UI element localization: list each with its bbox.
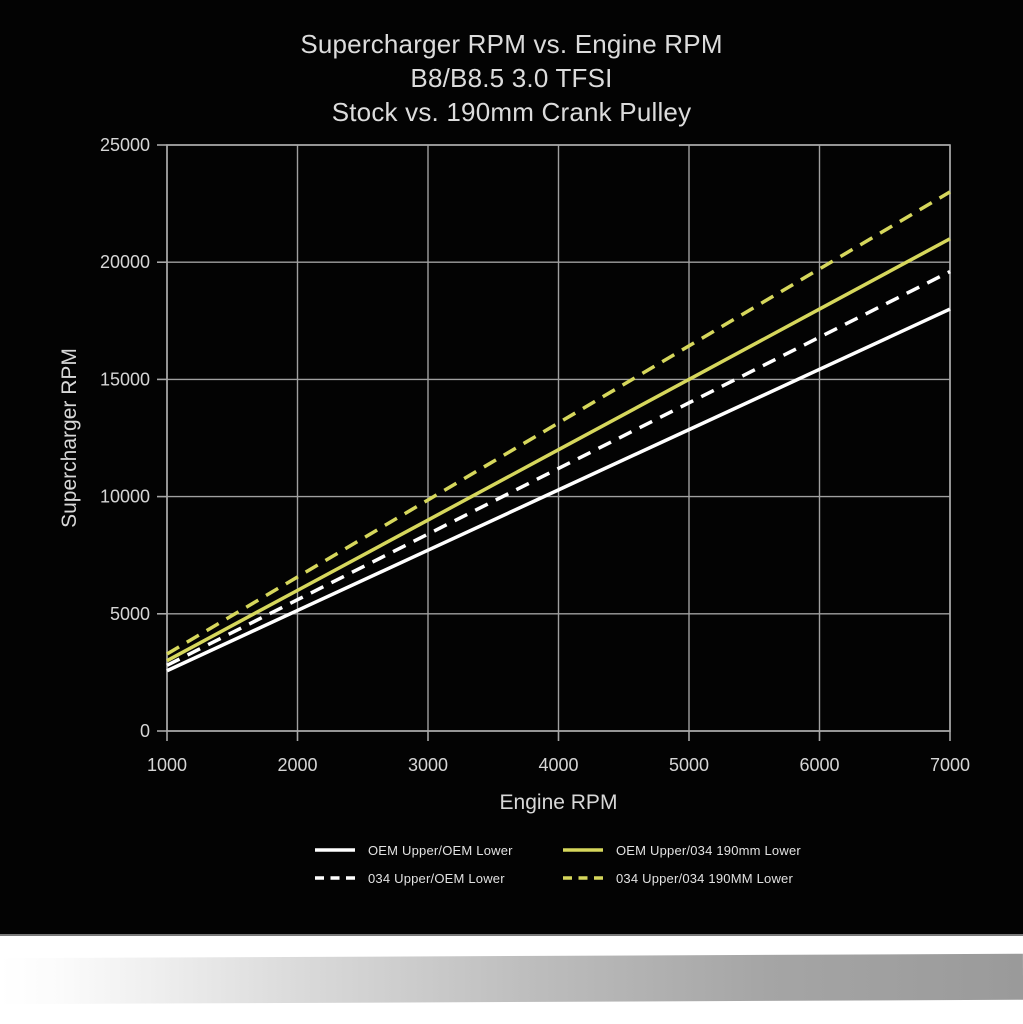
- x-tick-label: 1000: [147, 755, 187, 775]
- y-tick-label: 5000: [110, 604, 150, 624]
- plot-frame: [166, 144, 951, 732]
- y-tick-label: 25000: [100, 135, 150, 155]
- chart-title: Supercharger RPM vs. Engine RPM B8/B8.5 …: [0, 27, 1023, 129]
- series-line-2: [166, 237, 951, 663]
- x-tick-label: 3000: [408, 755, 448, 775]
- x-tick-label: 7000: [930, 755, 970, 775]
- bottom-strip: [0, 938, 1023, 1024]
- chart-panel: Supercharger RPM vs. Engine RPM B8/B8.5 …: [0, 0, 1023, 936]
- series-line-3: [166, 190, 951, 656]
- gradient-divider-bar: [0, 953, 1023, 1005]
- legend-label: OEM Upper/034 190mm Lower: [616, 842, 801, 858]
- legend-item-oem-upper-oem-lower: OEM Upper/OEM Lower: [315, 842, 513, 858]
- series-line-1: [166, 270, 951, 667]
- y-tick-label: 15000: [100, 369, 150, 389]
- legend-swatch-white-solid-line: [315, 848, 355, 852]
- x-axis-label: Engine RPM: [499, 791, 618, 814]
- legend-swatch-yellow-dashed-line: [563, 876, 603, 880]
- x-tick-label: 2000: [277, 755, 317, 775]
- legend-label: OEM Upper/OEM Lower: [368, 842, 513, 858]
- chart-title-line-3: Stock vs. 190mm Crank Pulley: [331, 97, 692, 127]
- y-tick-label: 10000: [100, 487, 150, 507]
- y-tick-label: 0: [140, 721, 150, 741]
- y-tick-label: 20000: [100, 252, 150, 272]
- legend-item-oem-upper-034-190mm-lower: OEM Upper/034 190mm Lower: [563, 842, 801, 858]
- series-line-0: [166, 307, 951, 673]
- legend-swatch-white-dashed-line: [315, 876, 355, 880]
- x-tick-label: 5000: [669, 755, 709, 775]
- y-axis-label: Supercharger RPM: [58, 348, 81, 528]
- legend-label: 034 Upper/OEM Lower: [368, 870, 505, 886]
- x-tick-label: 6000: [799, 755, 839, 775]
- legend-swatch-yellow-solid-line: [563, 848, 603, 852]
- chart-title-line-1: Supercharger RPM vs. Engine RPM: [300, 29, 723, 59]
- legend-item-034-upper-oem-lower: 034 Upper/OEM Lower: [315, 870, 505, 886]
- legend-label: 034 Upper/034 190MM Lower: [616, 870, 793, 886]
- line-chart: 1000 2000 3000 4000 5000 6000 7000 0 5000 10000 15…: [100, 135, 970, 775]
- chart-title-line-2: B8/B8.5 3.0 TFSI: [410, 63, 613, 93]
- x-tick-label: 4000: [538, 755, 578, 775]
- legend-item-034-upper-034-190mm-lower: 034 Upper/034 190MM Lower: [563, 870, 793, 886]
